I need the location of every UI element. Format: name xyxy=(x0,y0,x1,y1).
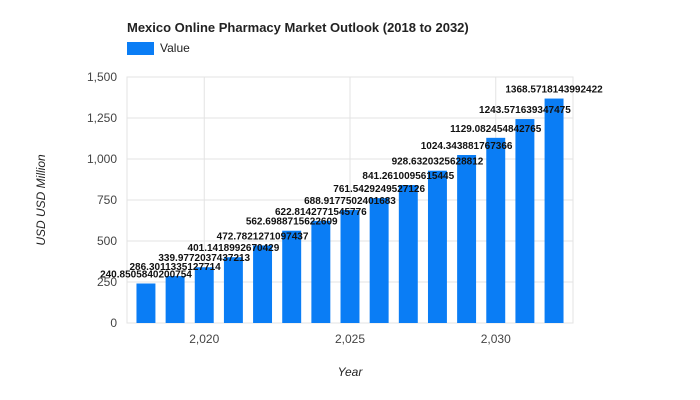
x-axis-title: Year xyxy=(338,365,364,379)
bar xyxy=(340,210,360,323)
y-tick-label: 1,500 xyxy=(87,70,117,84)
data-label: 562.6988715622609 xyxy=(246,217,338,228)
y-axis-title: USD USD Million xyxy=(34,154,48,246)
bars xyxy=(136,98,564,323)
bar xyxy=(165,276,185,323)
bar xyxy=(311,220,331,323)
x-tick-label: 2,030 xyxy=(481,332,511,346)
y-tick-label: 750 xyxy=(97,193,117,207)
data-label: 286.3011335127714 xyxy=(129,262,221,273)
bar xyxy=(282,230,302,323)
data-label: 240.8505840200754 xyxy=(100,270,192,281)
bar xyxy=(457,155,477,323)
data-label: 1024.343881767366 xyxy=(421,141,513,152)
data-label: 928.6320325628812 xyxy=(392,157,484,168)
bar xyxy=(486,137,506,323)
legend: Value xyxy=(127,41,190,55)
bar xyxy=(427,170,447,323)
data-labels: 240.8505840200754286.3011335127714339.97… xyxy=(100,85,603,281)
data-label: 622.8142771545776 xyxy=(275,207,367,218)
data-label: 1129.082454842765 xyxy=(450,124,542,135)
bar xyxy=(136,283,156,323)
bar xyxy=(544,98,564,323)
legend-label: Value xyxy=(160,41,190,55)
data-label: 1368.5718143992422 xyxy=(505,85,603,96)
data-label: 472.7821271097437 xyxy=(217,231,309,242)
data-label: 688.9177502401683 xyxy=(304,196,396,207)
data-label: 401.1418992670429 xyxy=(188,243,280,254)
data-label: 1243.571639347475 xyxy=(479,105,571,116)
x-tick-label: 2,025 xyxy=(335,332,365,346)
bar xyxy=(398,185,418,323)
y-tick-label: 0 xyxy=(110,316,117,330)
data-label: 339.9772037437213 xyxy=(158,253,250,264)
bar xyxy=(194,267,214,323)
y-tick-label: 500 xyxy=(97,234,117,248)
bar xyxy=(515,119,535,323)
chart-title: Mexico Online Pharmacy Market Outlook (2… xyxy=(127,20,469,35)
bar xyxy=(369,198,389,323)
y-tick-label: 250 xyxy=(97,275,117,289)
data-label: 841.2610095615445 xyxy=(362,171,454,182)
bar xyxy=(253,245,273,323)
y-tick-label: 1,000 xyxy=(87,152,117,166)
data-label: 761.5429249527126 xyxy=(333,184,425,195)
legend-swatch xyxy=(127,41,154,55)
axes: 0 250 500 750 1,000 1,250 1,500 2,020 2,025 2,030… xyxy=(34,70,511,379)
x-tick-label: 2,020 xyxy=(189,332,219,346)
y-tick-label: 1,250 xyxy=(87,111,117,125)
bar xyxy=(223,257,243,323)
